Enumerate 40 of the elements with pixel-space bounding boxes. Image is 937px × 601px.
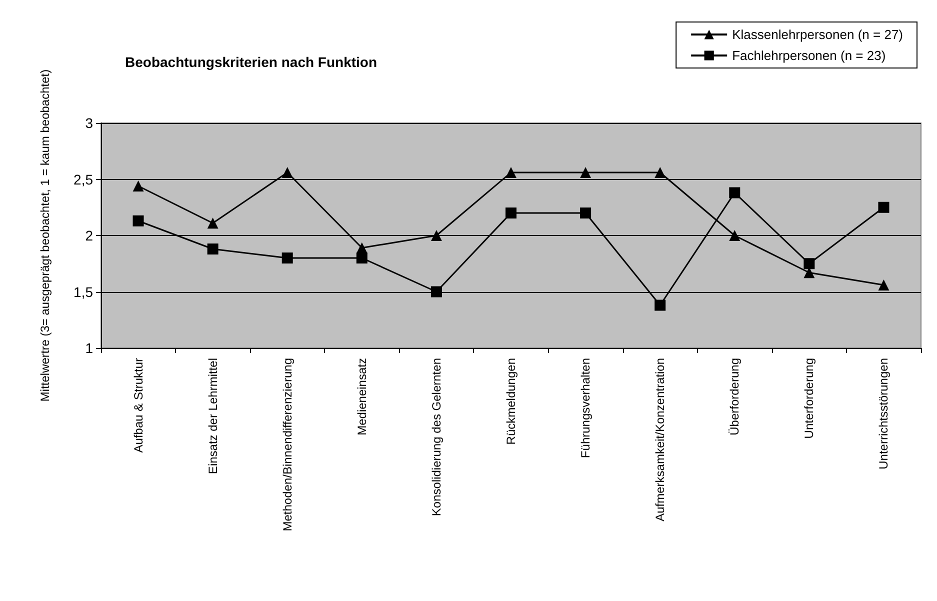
point [506, 167, 516, 178]
x-tick-label: Überforderung [728, 358, 742, 436]
point [282, 167, 293, 178]
point [729, 187, 740, 198]
point [430, 286, 442, 298]
point [654, 300, 666, 311]
y-tick-label: 2,5 [74, 171, 94, 188]
point [207, 244, 218, 254]
legend-label: Klassenlehrpersonen (n = 27) [732, 27, 904, 42]
legend-label: Fachlehrpersonen (n = 23) [732, 48, 886, 63]
point [356, 252, 368, 264]
y-tick-label: 2 [85, 228, 94, 244]
point [430, 230, 442, 241]
chart-title: Beobachtungskriterien nach Funktion [125, 54, 378, 70]
x-tick-label: Aufmerksamkeit/Konzentration [653, 358, 668, 522]
point [878, 280, 890, 290]
y-tick-label: 1 [85, 340, 94, 356]
point [804, 258, 815, 270]
point [207, 218, 218, 229]
y-axis-title: Mittelwertre (3= ausgeprägt beobachtet, 1 = kaum beobachtet) [38, 69, 52, 402]
point [654, 167, 666, 178]
point [580, 208, 592, 218]
x-tick-label: Unterforderung [802, 358, 816, 439]
x-tick-label: Führungsverhalten [578, 358, 593, 458]
x-tick-label: Rückmeldungen [504, 358, 518, 445]
point [506, 208, 516, 218]
y-tick-label: 3 [85, 115, 94, 131]
point [729, 230, 740, 241]
point [132, 215, 144, 226]
x-tick-label: Medieneinsatz [354, 358, 369, 436]
point [132, 180, 144, 192]
x-tick-label: Konsolidierung des Gelernten [429, 358, 444, 516]
point [282, 252, 293, 264]
x-tick-label: Einsatz der Lehrmittel [206, 358, 220, 474]
point [580, 167, 592, 178]
x-tick-label: Methoden/Binnendifferenzierung [280, 358, 294, 532]
y-tick-label: 1,5 [74, 284, 94, 300]
x-tick-label: Unterrichtsstörungen [876, 358, 891, 470]
point [878, 202, 890, 213]
x-tick-label: Aufbau & Struktur [131, 358, 146, 453]
